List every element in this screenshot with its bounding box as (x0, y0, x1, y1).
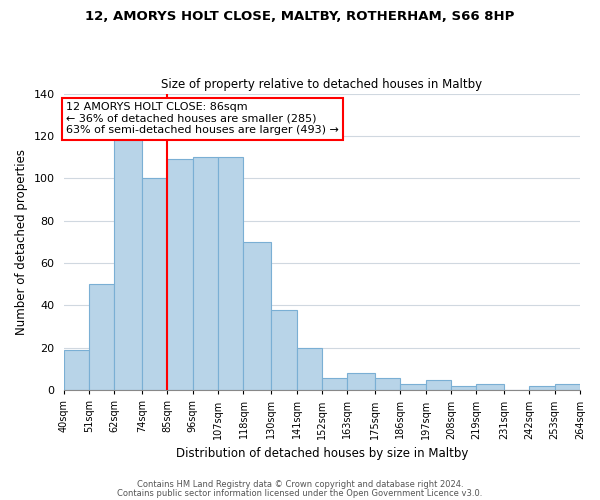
Bar (375, 378, 400, 390)
Bar (347, 374, 375, 390)
Bar (244, 242, 271, 390)
X-axis label: Distribution of detached houses by size in Maltby: Distribution of detached houses by size … (176, 447, 468, 460)
Text: 12 AMORYS HOLT CLOSE: 86sqm
← 36% of detached houses are smaller (285)
63% of se: 12 AMORYS HOLT CLOSE: 86sqm ← 36% of det… (66, 102, 339, 135)
Bar (218, 157, 244, 390)
Bar (193, 157, 218, 390)
Bar (476, 384, 504, 390)
Bar (451, 386, 476, 390)
Text: Contains public sector information licensed under the Open Government Licence v3: Contains public sector information licen… (118, 488, 482, 498)
Bar (167, 160, 193, 390)
Text: 12, AMORYS HOLT CLOSE, MALTBY, ROTHERHAM, S66 8HP: 12, AMORYS HOLT CLOSE, MALTBY, ROTHERHAM… (85, 10, 515, 23)
Bar (142, 178, 167, 390)
Bar (64, 350, 89, 391)
Bar (89, 284, 115, 391)
Bar (322, 378, 347, 390)
Text: Contains HM Land Registry data © Crown copyright and database right 2024.: Contains HM Land Registry data © Crown c… (137, 480, 463, 489)
Title: Size of property relative to detached houses in Maltby: Size of property relative to detached ho… (161, 78, 482, 91)
Bar (115, 140, 142, 390)
Bar (554, 384, 580, 390)
Bar (296, 348, 322, 391)
Bar (529, 386, 554, 390)
Bar (271, 310, 296, 390)
Bar (425, 380, 451, 390)
Y-axis label: Number of detached properties: Number of detached properties (15, 149, 28, 335)
Bar (400, 384, 425, 390)
